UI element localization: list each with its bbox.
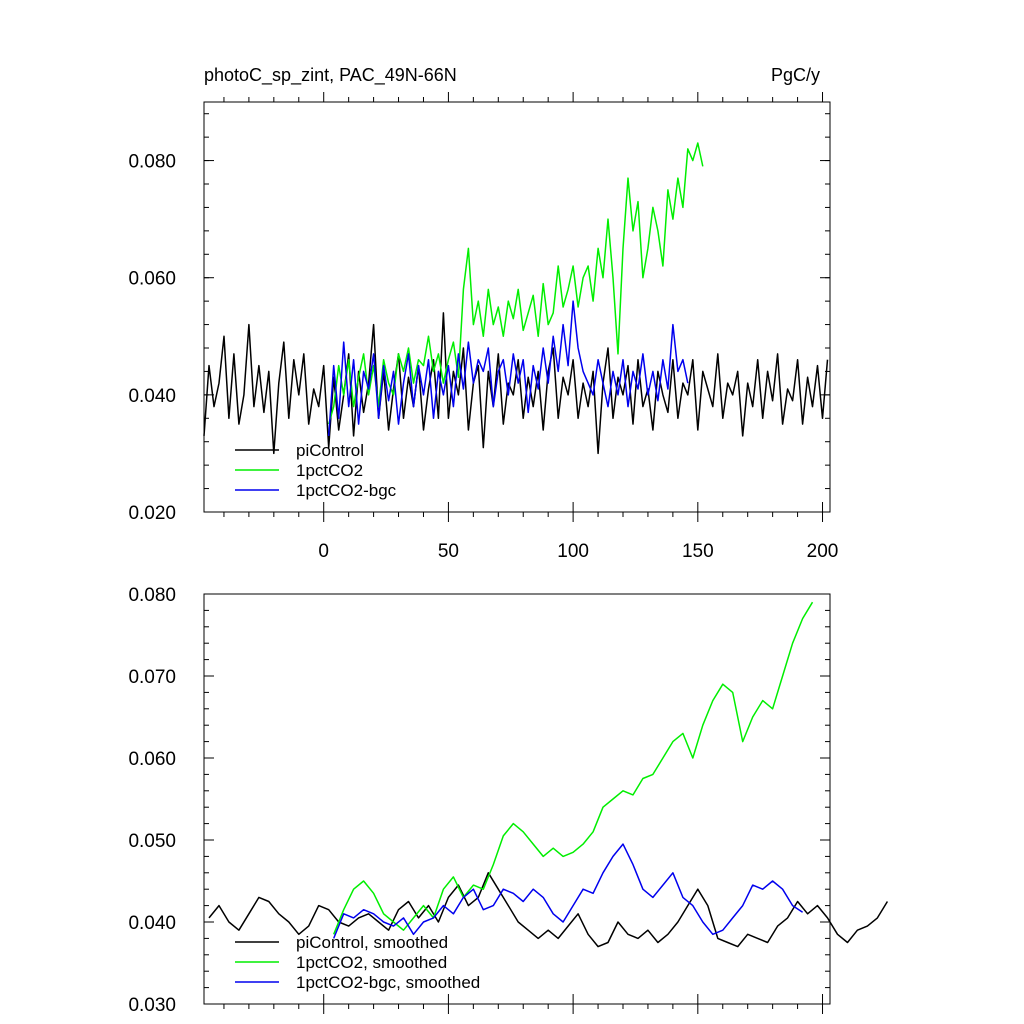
x-tick-label: 50	[438, 541, 459, 562]
y-tick-label: 0.040	[128, 913, 176, 934]
x-tick-label: 150	[682, 541, 714, 562]
x-tick-label: 100	[557, 541, 589, 562]
x-tick-label: 200	[807, 541, 839, 562]
y-tick-label: 0.080	[128, 152, 176, 173]
plot-frame	[203, 101, 831, 513]
y-tick-label: 0.070	[128, 667, 176, 688]
legend-label: 1pctCO2, smoothed	[296, 953, 447, 972]
legend-label: 1pctCO2-bgc	[296, 481, 397, 500]
bottom-panel: 0.030 0.040 0.050 0.060 0.070 0.080 piControl,…	[128, 585, 889, 1016]
chart-title: photoC_sp_zint, PAC_49N-66N	[204, 65, 457, 86]
series-line-picontrol-smoothed	[208, 872, 889, 948]
series-line-1pctco2-bgc-smoothed	[333, 843, 804, 939]
legend-label: piControl, smoothed	[296, 933, 448, 952]
y-tick-label: 0.080	[128, 585, 176, 606]
legend-label: 1pctCO2-bgc, smoothed	[296, 973, 480, 992]
units-label: PgC/y	[771, 65, 820, 85]
y-tick-label: 0.020	[128, 503, 176, 524]
y-tick-label: 0.060	[128, 749, 176, 770]
y-tick-label: 0.040	[128, 386, 176, 407]
series-line-picontrol	[203, 312, 829, 455]
legend-label: 1pctCO2	[296, 461, 363, 480]
y-tick-label: 0.030	[128, 995, 176, 1016]
top-panel: 0 50 100 150 200 0.020 0.040 0.060 0.080 piContro…	[128, 92, 838, 562]
y-tick-label: 0.050	[128, 831, 176, 852]
series-line-1pctco2-smoothed	[333, 601, 814, 935]
y-tick-label: 0.060	[128, 269, 176, 290]
legend-label: piControl	[296, 441, 364, 460]
plot-frame	[203, 593, 831, 1005]
x-tick-label: 0	[318, 541, 329, 562]
series-line-1pctco2-bgc	[327, 300, 689, 436]
